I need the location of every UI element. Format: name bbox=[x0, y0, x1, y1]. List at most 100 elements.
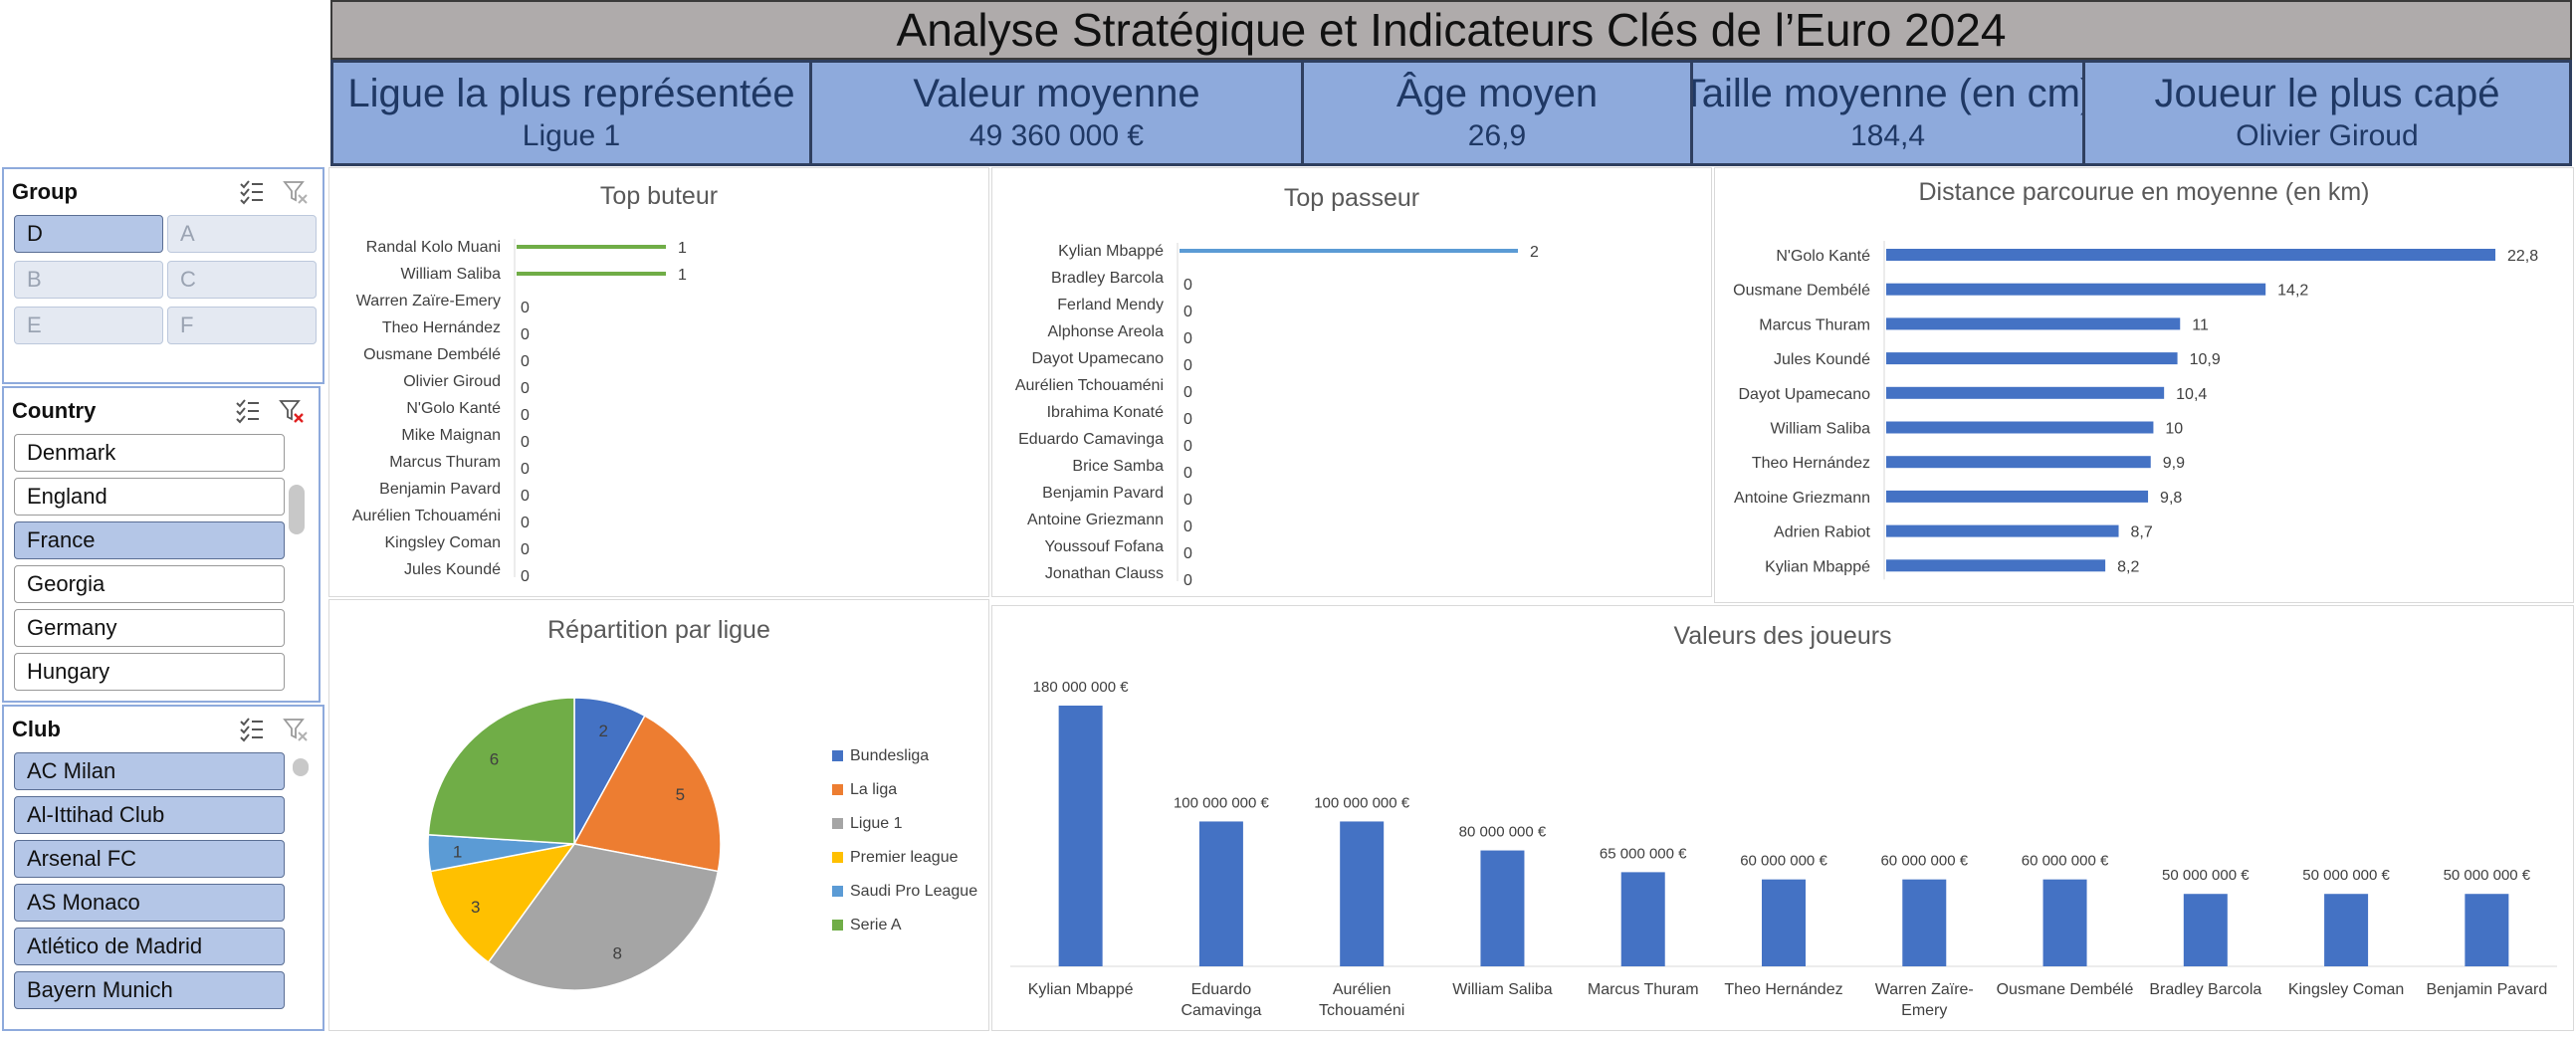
data-label-antoine-griezmann: 9,8 bbox=[2160, 490, 2182, 507]
club-option-as-monaco[interactable]: AS Monaco bbox=[14, 884, 285, 922]
tick-label-ousmane-dembele: Ousmane Dembélé bbox=[363, 346, 501, 363]
data-label-benjamin-pavard: 0 bbox=[521, 488, 530, 505]
data-label-mike-maignan: 0 bbox=[521, 434, 530, 451]
bar-kylian-mbappe bbox=[1058, 706, 1103, 966]
kpi-label: Joueur le plus capé bbox=[2154, 72, 2500, 115]
data-label-adrien-rabiot: 8,7 bbox=[2131, 524, 2153, 541]
tick-label-william-saliba: William Saliba bbox=[1452, 981, 1553, 998]
country-scrollbar[interactable] bbox=[289, 485, 305, 534]
data-label-benjamin-pavard: 50 000 000 € bbox=[2444, 867, 2531, 884]
kpi-label: Valeur moyenne bbox=[913, 72, 1200, 115]
tick-label-benjamin-pavard: Benjamin Pavard bbox=[1042, 485, 1164, 502]
data-label-benjamin-pavard: 0 bbox=[1183, 492, 1192, 509]
legend-label-premier-league: Premier league bbox=[850, 849, 959, 866]
legend-swatch-la-liga bbox=[832, 784, 843, 795]
multi-select-icon[interactable] bbox=[239, 717, 265, 742]
legend-label-bundesliga: Bundesliga bbox=[850, 747, 929, 764]
data-label-brice-samba: 0 bbox=[1183, 465, 1192, 482]
top-assist-chart: Kylian Mbappé 2 Bradley Barcola 0 Ferland Me… bbox=[1015, 243, 1539, 589]
country-option-germany[interactable]: Germany bbox=[14, 609, 285, 647]
data-label-aurelien-tchouameni: 0 bbox=[521, 515, 530, 531]
tick-label-n-golo-kante: N'Golo Kanté bbox=[1776, 248, 1870, 265]
kpi-value: Olivier Giroud bbox=[2236, 119, 2419, 152]
kpi-label: Ligue la plus représentée bbox=[347, 72, 795, 115]
kpi-value: 184,4 bbox=[1849, 119, 1926, 152]
tick-label-marcus-thuram: Marcus Thuram bbox=[389, 454, 501, 471]
data-label-jules-kounde: 10,9 bbox=[2190, 351, 2221, 368]
tick-label-aurelien-tchouameni: Aurélien Tchouaméni bbox=[352, 508, 501, 524]
bar-william-saliba bbox=[1886, 421, 2154, 434]
group-option-c[interactable]: C bbox=[167, 261, 317, 299]
slicer-title: Group bbox=[12, 179, 78, 204]
clear-filter-icon[interactable] bbox=[283, 179, 309, 205]
bar-ousmane-dembele bbox=[2042, 879, 2087, 966]
tick-label-antoine-griezmann: Antoine Griezmann bbox=[1734, 490, 1870, 507]
group-option-a[interactable]: A bbox=[167, 215, 317, 253]
club-option-atletico[interactable]: Atlético de Madrid bbox=[14, 928, 285, 965]
data-label-ibrahima-konate: 0 bbox=[1183, 411, 1192, 428]
slice-la-liga bbox=[572, 715, 722, 873]
data-label-dayot-upamecano: 0 bbox=[1183, 357, 1192, 374]
group-option-f[interactable]: F bbox=[167, 307, 317, 344]
data-label-kylian-mbappe: 2 bbox=[1530, 244, 1539, 261]
tick-label-brice-samba: Brice Samba bbox=[1072, 458, 1164, 475]
country-option-denmark[interactable]: Denmark bbox=[14, 434, 285, 472]
country-option-georgia[interactable]: Georgia bbox=[14, 565, 285, 603]
country-slicer: Country Denmark England France Georgia G… bbox=[2, 386, 321, 703]
country-option-hungary[interactable]: Hungary bbox=[14, 653, 285, 691]
data-label-ousmane-dembele: 14,2 bbox=[2277, 283, 2308, 300]
data-label-premier-league: 3 bbox=[471, 898, 480, 917]
data-label-ligue-1: 8 bbox=[613, 943, 622, 962]
group-option-d[interactable]: D bbox=[14, 215, 163, 253]
data-label-marcus-thuram: 0 bbox=[521, 461, 530, 478]
data-label-jonathan-clauss: 0 bbox=[1183, 572, 1192, 589]
data-label-eduardo-camavinga: 100 000 000 € bbox=[1174, 794, 1270, 811]
club-option-ac-milan[interactable]: AC Milan bbox=[14, 752, 285, 790]
data-label-dayot-upamecano: 10,4 bbox=[2176, 386, 2207, 403]
tick-label-theo-hernandez: Theo Hernández bbox=[382, 319, 501, 336]
club-scrollbar[interactable] bbox=[293, 758, 309, 776]
multi-select-icon[interactable] bbox=[235, 398, 261, 424]
data-label-marcus-thuram: 11 bbox=[2192, 316, 2209, 333]
tick-label-warren-zaire-emery: Warren Zaïre-Emery bbox=[1875, 981, 1974, 1019]
tick-label-jules-kounde: Jules Koundé bbox=[1774, 351, 1870, 368]
data-label-bradley-barcola: 0 bbox=[1183, 277, 1192, 294]
data-label-marcus-thuram: 65 000 000 € bbox=[1600, 845, 1687, 862]
bar-william-saliba bbox=[517, 272, 666, 276]
clear-filter-icon[interactable] bbox=[279, 398, 305, 424]
tick-label-marcus-thuram: Marcus Thuram bbox=[1759, 316, 1870, 333]
tick-label-youssouf-fofana: Youssouf Fofana bbox=[1045, 538, 1165, 555]
club-option-al-ittihad[interactable]: Al-Ittihad Club bbox=[14, 796, 285, 834]
tick-label-ibrahima-konate: Ibrahima Konaté bbox=[1047, 404, 1165, 421]
kpi-most-represented-league: Ligue la plus représentée Ligue 1 bbox=[333, 63, 812, 163]
clear-filter-icon[interactable] bbox=[283, 717, 309, 742]
country-option-france[interactable]: France bbox=[14, 521, 285, 559]
tick-label-eduardo-camavinga: Eduardo Camavinga bbox=[1181, 981, 1261, 1019]
bar-marcus-thuram bbox=[1620, 872, 1665, 966]
club-option-bayern[interactable]: Bayern Munich bbox=[14, 971, 285, 1009]
legend-swatch-saudi-pro-league bbox=[832, 886, 843, 897]
group-option-e[interactable]: E bbox=[14, 307, 163, 344]
kpi-average-value: Valeur moyenne 49 360 000 € bbox=[812, 63, 1304, 163]
tick-label-benjamin-pavard: Benjamin Pavard bbox=[379, 481, 501, 498]
tick-label-kylian-mbappe: Kylian Mbappé bbox=[1765, 558, 1870, 575]
group-option-b[interactable]: B bbox=[14, 261, 163, 299]
club-option-arsenal[interactable]: Arsenal FC bbox=[14, 840, 285, 878]
bar-ousmane-dembele bbox=[1886, 283, 2266, 296]
country-option-england[interactable]: England bbox=[14, 478, 285, 516]
legend-swatch-bundesliga bbox=[832, 750, 843, 761]
top-assist-panel: Top passeur Kylian Mbappé 2 Bradley Barcol… bbox=[991, 167, 1712, 597]
bar-theo-hernandez bbox=[1886, 456, 2151, 469]
bar-kylian-mbappe bbox=[1180, 249, 1518, 253]
data-label-kylian-mbappe: 8,2 bbox=[2117, 558, 2139, 575]
data-label-randal-kolo-muani: 1 bbox=[678, 240, 687, 257]
data-label-theo-hernandez: 60 000 000 € bbox=[1740, 853, 1827, 870]
tick-label-william-saliba: William Saliba bbox=[1771, 421, 1871, 438]
tick-label-bradley-barcola: Bradley Barcola bbox=[1051, 270, 1164, 287]
bar-william-saliba bbox=[1480, 850, 1525, 966]
bar-antoine-griezmann bbox=[1886, 490, 2149, 503]
multi-select-icon[interactable] bbox=[239, 179, 265, 205]
chart-title: Répartition par ligue bbox=[547, 616, 770, 644]
tick-label-warren-zaire-emery: Warren Zaïre-Emery bbox=[356, 293, 501, 310]
data-label-theo-hernandez: 9,9 bbox=[2163, 455, 2185, 472]
